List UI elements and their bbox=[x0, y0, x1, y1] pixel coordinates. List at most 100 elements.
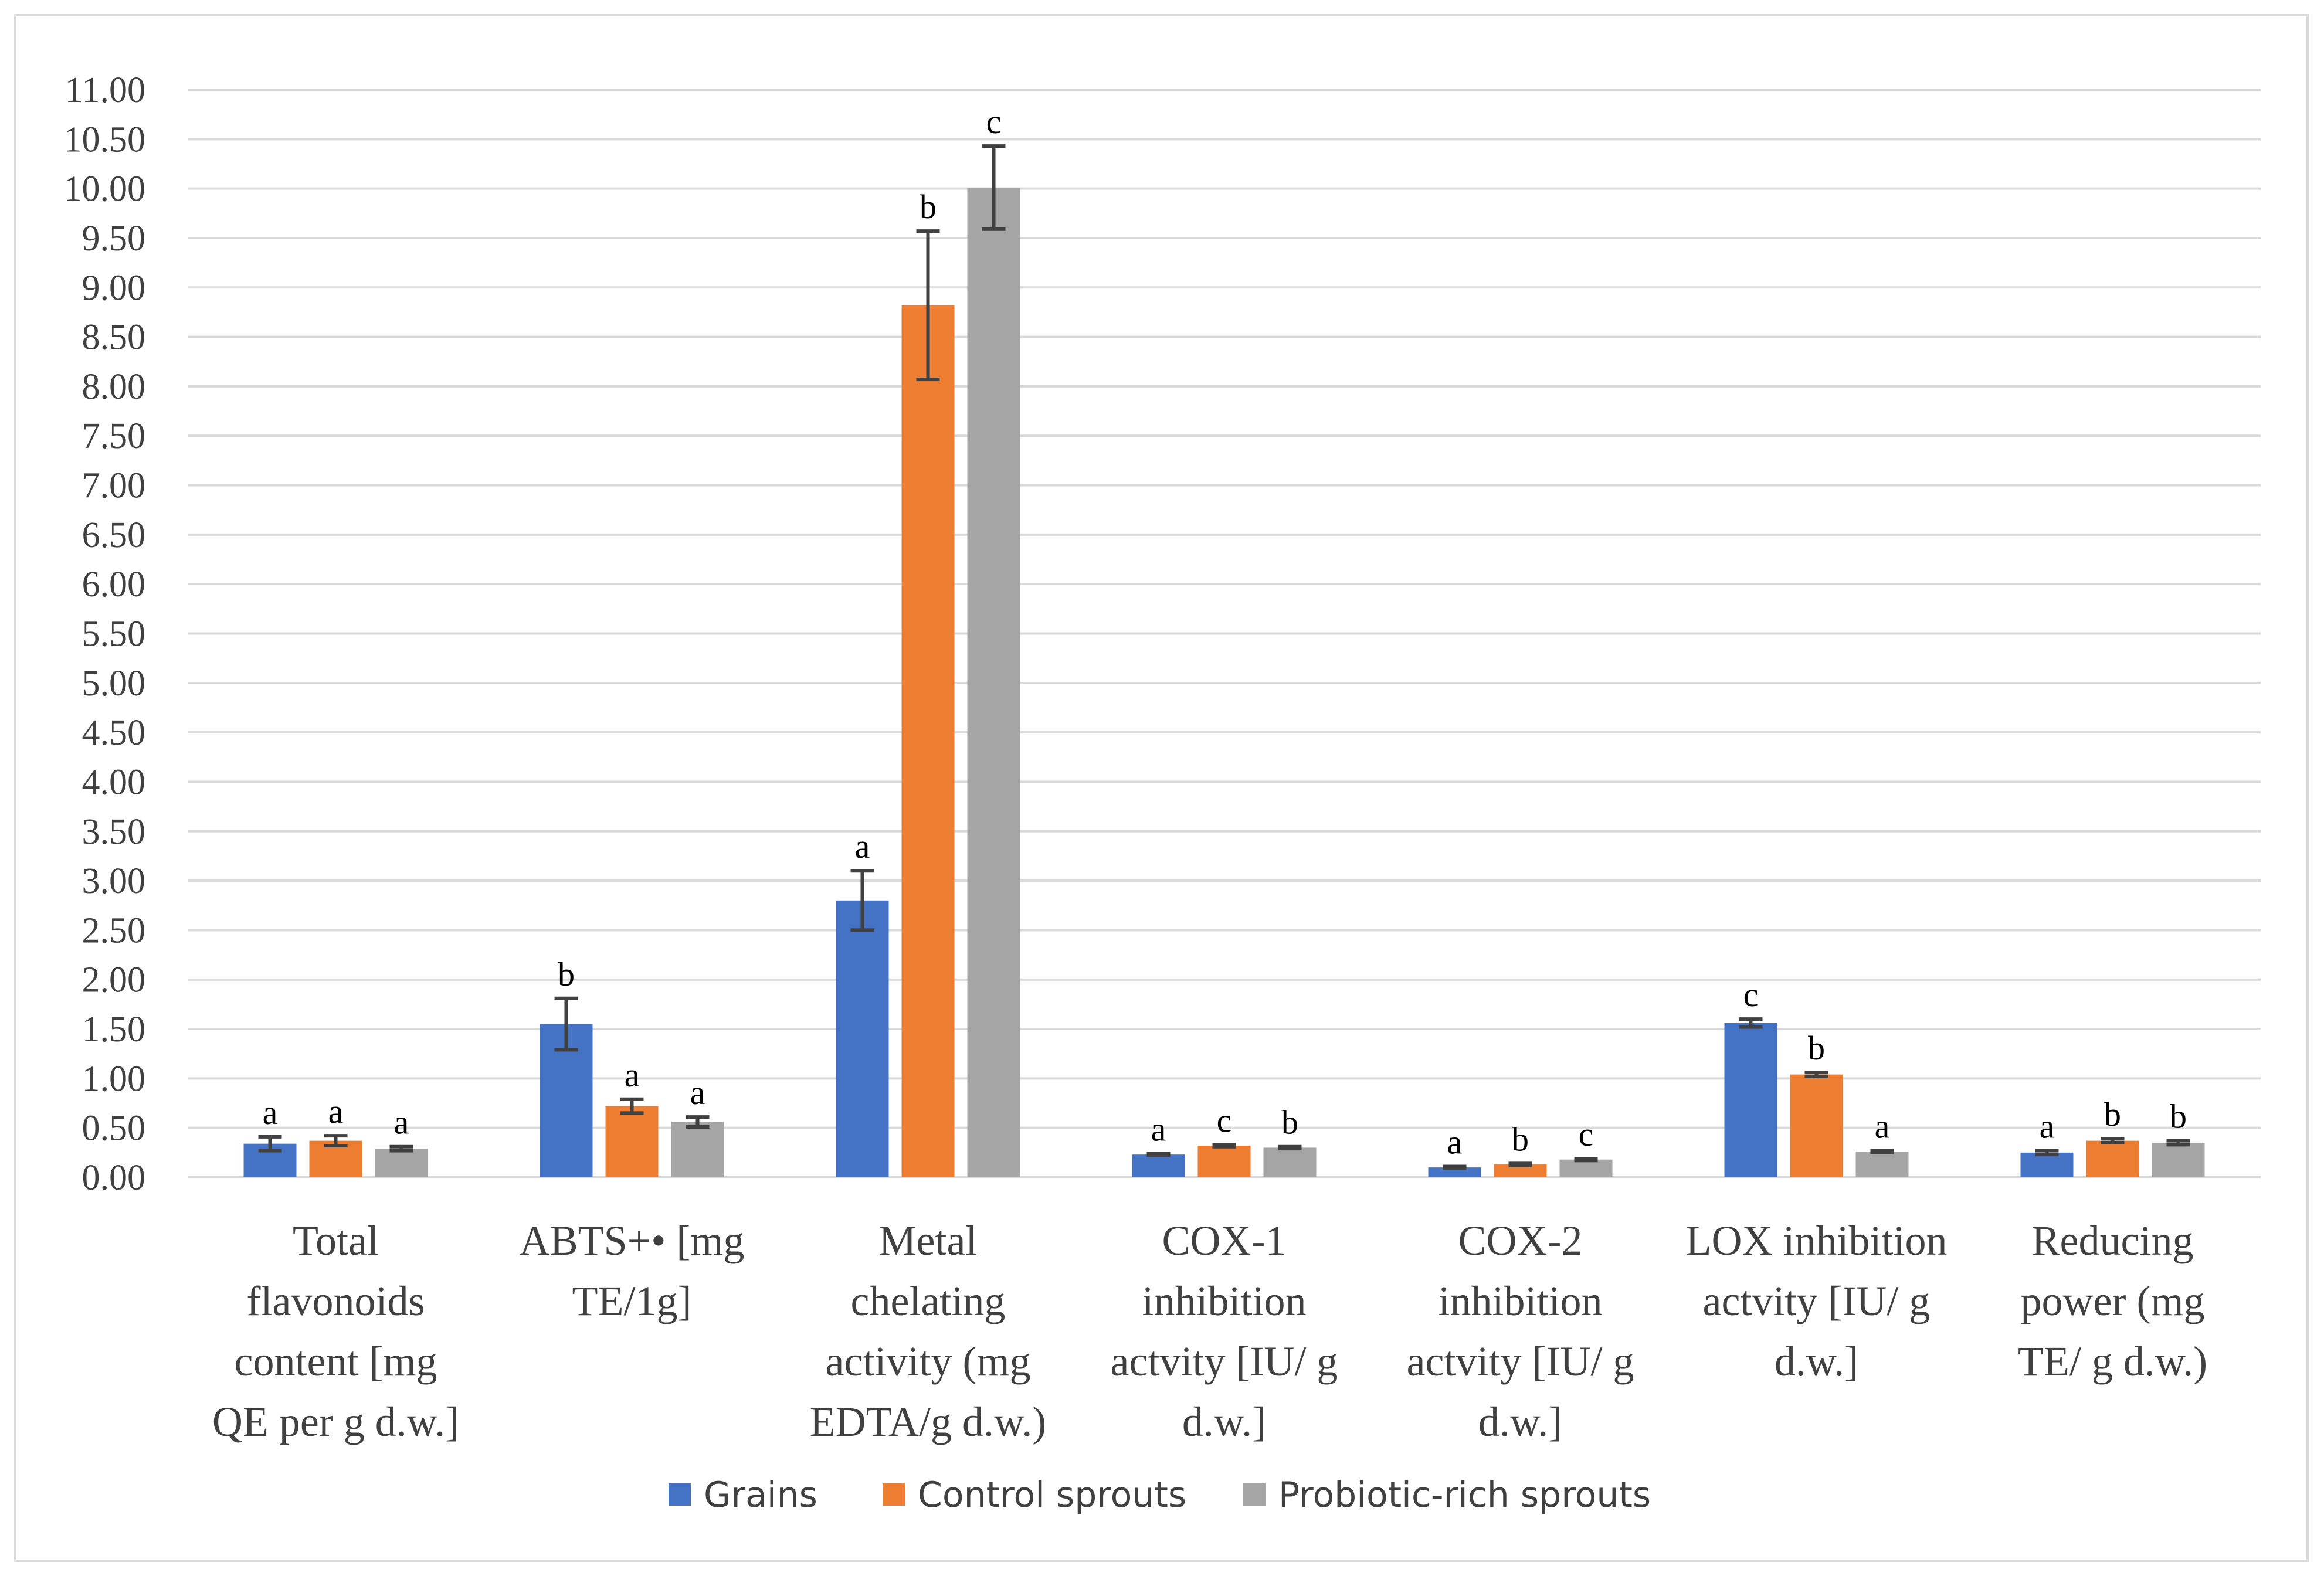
y-tick-label: 4.50 bbox=[82, 713, 146, 753]
category-label-line: chelating bbox=[851, 1278, 1006, 1324]
bar bbox=[375, 1149, 428, 1177]
category-label: Metal chelating activity (mg EDTA/g d.w.) bbox=[810, 1217, 1047, 1445]
y-tick-label: 7.50 bbox=[82, 416, 146, 456]
significance-letter: b bbox=[2104, 1095, 2121, 1133]
y-tick-label: 0.00 bbox=[82, 1158, 146, 1198]
category-label-line: actvity [IU/ g bbox=[1703, 1278, 1931, 1324]
category-label-line: actvity [IU/ g bbox=[1111, 1338, 1338, 1385]
y-tick-label: 9.00 bbox=[82, 268, 146, 308]
category-label-line: content [mg bbox=[235, 1338, 437, 1385]
significance-letter: a bbox=[1447, 1123, 1463, 1161]
y-tick-label: 5.00 bbox=[82, 664, 146, 704]
y-tick-label: 2.50 bbox=[82, 911, 146, 950]
bar bbox=[1855, 1152, 1909, 1177]
legend-label: Grains bbox=[704, 1475, 817, 1516]
legend-label: Probiotic-rich sprouts bbox=[1278, 1475, 1651, 1516]
legend: Grains Control sprouts Probiotic-rich spro… bbox=[669, 1475, 1651, 1516]
bar bbox=[836, 900, 889, 1177]
category-label: COX-1 inhibition actvity [IU/ g d.w.] bbox=[1111, 1217, 1338, 1445]
y-tick-label: 9.50 bbox=[82, 219, 146, 259]
legend-swatch bbox=[1243, 1483, 1266, 1506]
significance-letter: c bbox=[986, 103, 1002, 141]
category-label-line: d.w.] bbox=[1182, 1398, 1266, 1445]
y-tick-label: 11.00 bbox=[65, 70, 145, 110]
significance-letter: a bbox=[1151, 1110, 1166, 1149]
category-label: Total flavonoids content [mg QE per g d.w.] bbox=[212, 1217, 459, 1445]
y-tick-label: 1.50 bbox=[82, 1010, 146, 1049]
y-tick-label: 3.00 bbox=[82, 861, 146, 901]
category-label-line: power (mg bbox=[2021, 1278, 2205, 1324]
category-label-line: COX-1 bbox=[1162, 1217, 1287, 1264]
category-label: Reducing power (mg TE/ g d.w.) bbox=[2018, 1217, 2207, 1385]
significance-letter: b bbox=[1512, 1120, 1529, 1158]
legend-swatch bbox=[883, 1483, 905, 1506]
y-tick-label: 3.50 bbox=[82, 812, 146, 852]
category-label: COX-2 inhibition actvity [IU/ g d.w.] bbox=[1407, 1217, 1634, 1445]
y-tick-label: 6.50 bbox=[82, 515, 146, 555]
category-label-line: COX-2 bbox=[1458, 1217, 1583, 1264]
y-tick-label: 4.00 bbox=[82, 762, 146, 802]
bar bbox=[1197, 1146, 1251, 1177]
bar bbox=[1132, 1154, 1185, 1177]
category-label-line: TE/ g d.w.) bbox=[2018, 1338, 2207, 1385]
significance-letter: c bbox=[1217, 1101, 1232, 1139]
chart-frame bbox=[14, 14, 2309, 1562]
significance-letter: b bbox=[2170, 1098, 2187, 1136]
category-label-line: actvity [IU/ g bbox=[1407, 1338, 1634, 1385]
category-label: ABTS+• [mg TE/1g] bbox=[520, 1217, 745, 1324]
category-label-line: Reducing bbox=[2032, 1217, 2194, 1264]
bar bbox=[2086, 1140, 2139, 1177]
bar bbox=[2020, 1152, 2074, 1177]
bar bbox=[1559, 1159, 1613, 1177]
y-tick-label: 5.50 bbox=[82, 614, 146, 654]
bar bbox=[2152, 1142, 2205, 1177]
category-label-line: LOX inhibition bbox=[1686, 1217, 1948, 1264]
bars bbox=[243, 187, 2205, 1178]
significance-letter: a bbox=[855, 827, 870, 865]
category-label: LOX inhibition actvity [IU/ g d.w.] bbox=[1686, 1217, 1948, 1385]
bar bbox=[671, 1122, 724, 1177]
bar bbox=[1494, 1164, 1547, 1177]
bar bbox=[901, 305, 955, 1178]
bar bbox=[1428, 1167, 1481, 1177]
category-label-line: inhibition bbox=[1438, 1278, 1602, 1324]
error-bars bbox=[258, 144, 2190, 1170]
category-label-line: activity (mg bbox=[826, 1338, 1031, 1385]
significance-letter: a bbox=[394, 1103, 409, 1142]
significance-letter: a bbox=[1875, 1107, 1890, 1145]
significance-letter: c bbox=[1579, 1115, 1594, 1153]
category-label-line: TE/1g] bbox=[572, 1278, 692, 1324]
bar bbox=[967, 187, 1020, 1178]
significance-letters: a a a b a a a b c a c b a b c c b a a b b bbox=[263, 103, 2187, 1161]
significance-letter: a bbox=[263, 1093, 278, 1132]
y-tick-label: 7.00 bbox=[82, 466, 146, 506]
gridlines bbox=[188, 89, 2261, 1178]
category-label-line: Metal bbox=[879, 1217, 978, 1264]
y-tick-label: 8.50 bbox=[82, 318, 146, 358]
significance-letter: b bbox=[558, 955, 575, 993]
category-label-line: EDTA/g d.w.) bbox=[810, 1398, 1047, 1445]
category-label-line: flavonoids bbox=[247, 1278, 425, 1324]
significance-letter: b bbox=[920, 188, 937, 226]
y-tick-label: 0.50 bbox=[82, 1109, 146, 1149]
y-tick-label: 10.00 bbox=[64, 169, 146, 209]
significance-letter: a bbox=[328, 1092, 344, 1130]
x-axis-category-labels: Total flavonoids content [mg QE per g d.w.]… bbox=[212, 1217, 2207, 1445]
significance-letter: b bbox=[1808, 1029, 1825, 1067]
category-label-line: Total bbox=[293, 1217, 379, 1264]
legend-swatch bbox=[669, 1483, 691, 1506]
legend-label: Control sprouts bbox=[918, 1475, 1186, 1516]
y-tick-label: 2.00 bbox=[82, 960, 146, 1000]
y-tick-label: 1.00 bbox=[82, 1059, 146, 1099]
y-tick-label: 6.00 bbox=[82, 565, 146, 604]
bar bbox=[605, 1106, 659, 1177]
category-label-line: d.w.] bbox=[1775, 1338, 1858, 1385]
bar bbox=[1724, 1023, 1777, 1177]
y-tick-label: 8.00 bbox=[82, 367, 146, 407]
category-label-line: ABTS+• [mg bbox=[520, 1217, 745, 1264]
significance-letter: a bbox=[690, 1074, 705, 1112]
y-tick-label: 10.50 bbox=[64, 120, 146, 159]
significance-letter: a bbox=[625, 1056, 640, 1094]
significance-letter: a bbox=[2040, 1107, 2055, 1145]
